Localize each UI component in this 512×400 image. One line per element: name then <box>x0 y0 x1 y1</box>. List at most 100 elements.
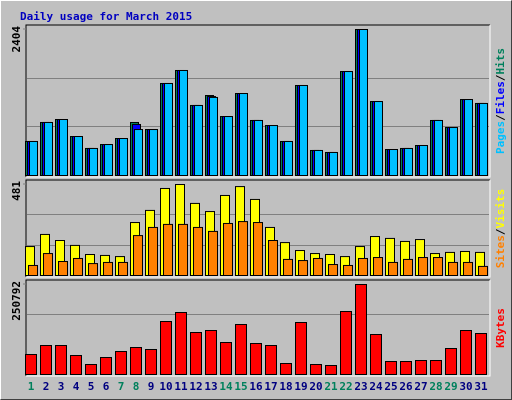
bar <box>194 104 203 176</box>
bar <box>358 257 368 276</box>
bar <box>44 121 53 176</box>
x-tick-label: 30 <box>459 380 472 393</box>
bar <box>164 82 173 176</box>
bar <box>433 257 443 277</box>
bar <box>223 222 233 277</box>
bar <box>29 140 38 177</box>
x-tick-label: 29 <box>444 380 457 393</box>
bar <box>58 261 68 276</box>
bar <box>209 96 218 176</box>
bar <box>119 138 128 176</box>
bar <box>43 253 53 276</box>
bar <box>400 360 412 375</box>
bevel <box>26 25 491 178</box>
bar <box>298 260 308 276</box>
legend: Pages/Files/Hits <box>494 48 507 154</box>
bar <box>220 342 232 375</box>
x-tick-label: 9 <box>148 380 155 393</box>
x-tick-label: 19 <box>294 380 307 393</box>
legend-entry: KBytes <box>494 308 507 348</box>
bar <box>208 230 218 276</box>
bar <box>59 119 68 176</box>
x-tick-label: 27 <box>414 380 427 393</box>
bar <box>118 261 128 277</box>
bar <box>419 144 428 176</box>
bar <box>224 116 233 177</box>
bar <box>283 258 293 276</box>
bevel <box>25 24 490 177</box>
bevel <box>26 280 491 377</box>
legend-entry: Visits <box>494 189 507 229</box>
x-tick-label: 16 <box>249 380 263 393</box>
bar <box>70 355 82 376</box>
bar <box>355 284 367 375</box>
bar <box>28 264 38 276</box>
x-tick-label: 21 <box>324 380 338 393</box>
bar <box>479 102 488 176</box>
bar <box>418 257 428 277</box>
bar <box>374 101 383 176</box>
bevel <box>25 279 490 376</box>
bar <box>478 265 488 276</box>
x-tick-label: 7 <box>118 380 125 393</box>
bar <box>464 99 473 176</box>
bar <box>130 347 142 375</box>
x-tick-label: 14 <box>219 380 233 393</box>
legend-entry: Pages <box>494 121 507 154</box>
bar <box>359 29 368 176</box>
bar <box>280 362 292 375</box>
legend-entry: Hits <box>494 48 507 75</box>
legend-entry: Files <box>494 81 507 114</box>
bar <box>284 140 293 177</box>
bar <box>430 360 442 375</box>
bar <box>179 69 188 176</box>
x-tick-label: 25 <box>384 380 397 393</box>
bar <box>460 330 472 375</box>
bar <box>265 345 277 376</box>
bar <box>475 333 487 375</box>
bar <box>193 226 203 277</box>
bar <box>73 257 83 276</box>
bar <box>148 226 158 277</box>
legend-entry: Sites <box>494 235 507 268</box>
bar <box>370 334 382 375</box>
bar <box>343 264 353 276</box>
bar <box>389 149 398 176</box>
bar <box>190 332 202 376</box>
bevel <box>26 180 491 278</box>
bar <box>205 330 217 375</box>
bar <box>463 261 473 277</box>
bar <box>134 129 143 176</box>
bar <box>163 223 173 276</box>
x-tick-label: 26 <box>399 380 413 393</box>
bar <box>88 263 98 277</box>
bar <box>104 144 113 177</box>
bar <box>149 129 158 176</box>
legend-separator: / <box>494 74 507 81</box>
y-tick-label: 250792 <box>10 281 23 321</box>
bar <box>250 343 262 375</box>
bar <box>268 240 278 276</box>
bar <box>115 351 127 375</box>
bar <box>133 235 143 277</box>
x-tick-label: 13 <box>204 380 217 393</box>
bar <box>178 223 188 276</box>
bar <box>295 322 307 376</box>
bar <box>145 349 157 375</box>
bar <box>340 311 352 376</box>
bar <box>74 136 83 176</box>
bar <box>100 356 112 376</box>
x-tick-label: 23 <box>354 380 367 393</box>
bar <box>89 147 98 177</box>
bar <box>25 353 37 376</box>
legend: KBytes <box>494 308 507 348</box>
bar <box>175 312 187 376</box>
bar <box>385 360 397 375</box>
bar <box>160 321 172 375</box>
bar <box>328 264 338 277</box>
x-tick-label: 24 <box>369 380 383 393</box>
y-tick-label: 2404 <box>10 26 23 53</box>
